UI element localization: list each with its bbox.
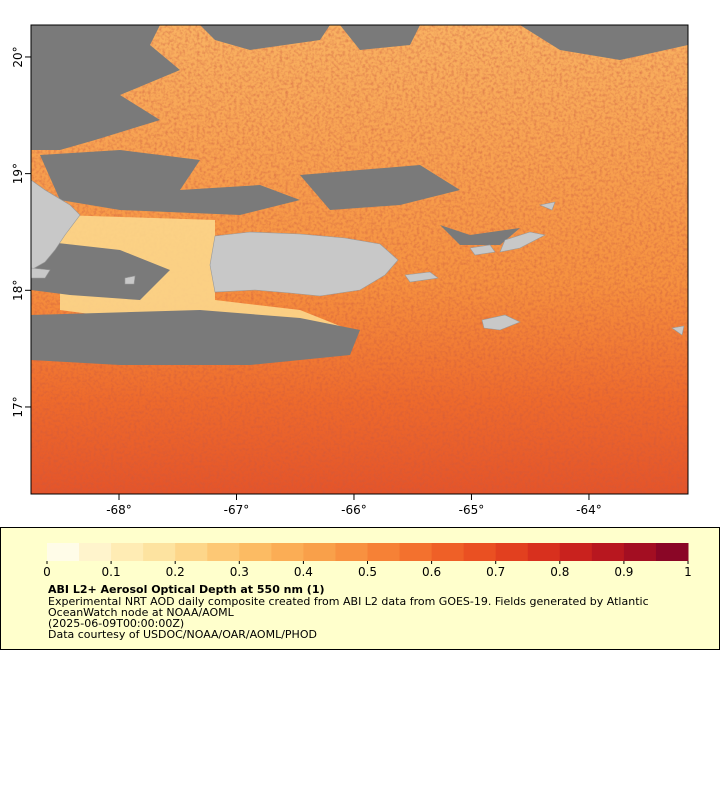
colorbar-tick-label: 0.2 — [166, 565, 185, 579]
colorbar-tick-label: 0 — [43, 565, 51, 579]
map-raster — [31, 25, 688, 494]
colorbar: 0 0.1 0.2 0.3 0.4 0.5 0.6 0.7 0.8 0.9 1 — [43, 543, 692, 579]
x-tick-label: -68° — [106, 503, 132, 517]
colorbar-step — [335, 543, 368, 561]
colorbar-tick-label: 1 — [684, 565, 692, 579]
x-tick-label: -65° — [459, 503, 485, 517]
x-tick-label: -67° — [224, 503, 250, 517]
y-tick-label: 20° — [11, 46, 25, 67]
colorbar-step — [79, 543, 112, 561]
y-tick-label: 19° — [11, 163, 25, 184]
colorbar-step — [111, 543, 144, 561]
colorbar-step — [623, 543, 657, 561]
axes: -68° -67° -66° -65° -64° 17° 18° 19° 20° — [11, 46, 602, 517]
colorbar-tick-label: 0.4 — [294, 565, 313, 579]
colorbar-tick-label: 0.5 — [358, 565, 377, 579]
legend-title: ABI L2+ Aerosol Optical Depth at 550 nm … — [48, 583, 325, 596]
colorbar-step — [47, 543, 80, 561]
y-tick-label: 17° — [11, 396, 25, 417]
colorbar-step — [463, 543, 497, 561]
colorbar-step — [495, 543, 529, 561]
legend-note: Experimental NRT AOD daily composite cre… — [48, 595, 649, 608]
legend-note: (2025-06-09T00:00:00Z) — [48, 617, 184, 630]
colorbar-step — [399, 543, 433, 561]
x-tick-label: -66° — [341, 503, 367, 517]
colorbar-step — [367, 543, 401, 561]
colorbar-step — [303, 543, 336, 561]
colorbar-step — [239, 543, 272, 561]
colorbar-tick-label: 0.8 — [550, 565, 569, 579]
x-tick-label: -64° — [576, 503, 602, 517]
colorbar-step — [271, 543, 304, 561]
colorbar-tick-label: 0.7 — [486, 565, 505, 579]
map-frame — [30, 24, 689, 495]
colorbar-step — [175, 543, 208, 561]
colorbar-tick-label: 0.6 — [422, 565, 441, 579]
colorbar-tick-label: 0.3 — [230, 565, 249, 579]
colorbar-step — [207, 543, 240, 561]
colorbar-step — [431, 543, 465, 561]
colorbar-step — [559, 543, 593, 561]
colorbar-tick-label: 0.9 — [614, 565, 633, 579]
y-tick-label: 18° — [11, 280, 25, 301]
legend-note: Data courtesy of USDOC/NOAA/OAR/AOML/PHO… — [48, 628, 317, 641]
colorbar-step — [143, 543, 176, 561]
legend-note: OceanWatch node at NOAA/AOML — [48, 606, 235, 619]
colorbar-step — [527, 543, 561, 561]
colorbar-step — [655, 543, 689, 561]
colorbar-tick-label: 0.1 — [102, 565, 121, 579]
colorbar-step — [591, 543, 625, 561]
